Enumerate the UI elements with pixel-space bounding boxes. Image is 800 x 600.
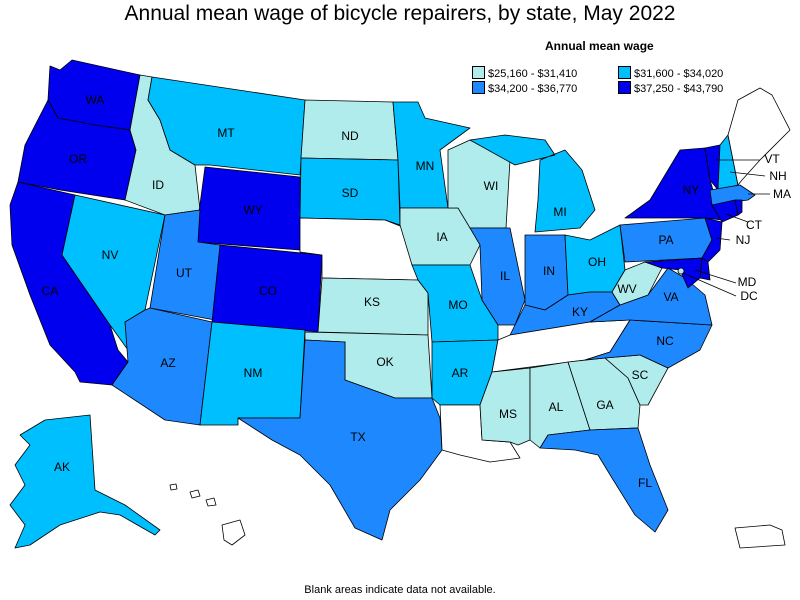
label-MO: MO: [448, 298, 467, 312]
label-NY: NY: [683, 183, 700, 197]
legend-item-tier4: $37,250 - $43,790: [618, 81, 723, 95]
legend-label-tier4: $37,250 - $43,790: [634, 83, 724, 95]
label-SC: SC: [632, 368, 649, 382]
label-GA: GA: [596, 398, 613, 412]
label-MS: MS: [499, 407, 517, 421]
label-CT: CT: [746, 218, 763, 232]
state-FL[interactable]: [539, 427, 669, 533]
state-TX[interactable]: [237, 339, 443, 541]
label-FL: FL: [638, 476, 652, 490]
label-ND: ND: [341, 129, 359, 143]
state-IL[interactable]: [469, 227, 526, 326]
leader-DC: [682, 272, 737, 297]
label-MA: MA: [773, 187, 791, 201]
state-PR[interactable]: [734, 524, 786, 549]
state-MD[interactable]: [644, 257, 703, 289]
label-UT: UT: [176, 266, 193, 280]
label-PA: PA: [658, 233, 673, 247]
label-TX: TX: [350, 430, 365, 444]
label-IA: IA: [436, 230, 447, 244]
label-MN: MN: [416, 159, 435, 173]
leader-CT: [725, 213, 749, 223]
legend-title: Annual mean wage: [545, 39, 654, 53]
label-WY: WY: [243, 203, 262, 217]
label-CO: CO: [259, 284, 277, 298]
label-KS: KS: [364, 295, 380, 309]
label-AL: AL: [549, 400, 564, 414]
footnote: Blank areas indicate data not available.: [304, 584, 496, 596]
legend-item-tier2: $31,600 - $34,020: [618, 66, 723, 80]
label-WA: WA: [86, 93, 105, 107]
label-NM: NM: [244, 366, 263, 380]
label-ID: ID: [152, 178, 164, 192]
label-OK: OK: [376, 355, 393, 369]
label-VA: VA: [663, 290, 678, 304]
legend-swatch-tier3: [472, 81, 485, 94]
label-DC: DC: [740, 289, 758, 303]
label-MD: MD: [738, 275, 757, 289]
state-MA[interactable]: [709, 184, 756, 206]
state-NC[interactable]: [584, 319, 713, 369]
state-SD[interactable]: [299, 157, 401, 226]
legend-label-tier2: $31,600 - $34,020: [634, 68, 724, 80]
label-NJ: NJ: [736, 233, 751, 247]
state-RI[interactable]: [734, 199, 743, 216]
label-AZ: AZ: [160, 356, 175, 370]
label-OR: OR: [69, 152, 87, 166]
state-DC[interactable]: [677, 267, 685, 275]
legend-swatch-tier2: [618, 66, 631, 79]
label-NV: NV: [102, 248, 119, 262]
label-AR: AR: [452, 366, 469, 380]
label-MI: MI: [553, 205, 566, 219]
label-AK: AK: [54, 460, 70, 474]
label-NH: NH: [769, 169, 786, 183]
state-KS[interactable]: [317, 277, 429, 336]
label-NC: NC: [656, 334, 674, 348]
label-WI: WI: [484, 179, 499, 193]
state-HI[interactable]: [169, 483, 246, 546]
legend-swatch-tier4: [618, 81, 631, 94]
legend-label-tier1: $25,160 - $31,410: [488, 68, 578, 80]
label-IL: IL: [500, 269, 510, 283]
label-OH: OH: [588, 255, 606, 269]
leader-NJ: [715, 237, 731, 241]
label-KY: KY: [572, 305, 588, 319]
label-CA: CA: [42, 284, 59, 298]
label-WV: WV: [617, 282, 636, 296]
label-VT: VT: [764, 152, 780, 166]
label-IN: IN: [543, 264, 555, 278]
state-AK[interactable]: [9, 414, 161, 549]
state-ME[interactable]: [727, 87, 791, 186]
legend-item-tier3: $34,200 - $36,770: [472, 81, 577, 95]
state-MN[interactable]: [392, 101, 471, 209]
legend-label-tier3: $34,200 - $36,770: [488, 83, 578, 95]
leader-MD: [694, 269, 737, 284]
leader-NH: [729, 171, 766, 177]
legend-swatch-tier1: [472, 66, 485, 79]
label-MT: MT: [217, 126, 235, 140]
label-SD: SD: [342, 186, 359, 200]
state-MI[interactable]: [469, 134, 596, 233]
legend-item-tier1: $25,160 - $31,410: [472, 66, 577, 80]
map-title: Annual mean wage of bicycle repairers, b…: [124, 2, 676, 25]
